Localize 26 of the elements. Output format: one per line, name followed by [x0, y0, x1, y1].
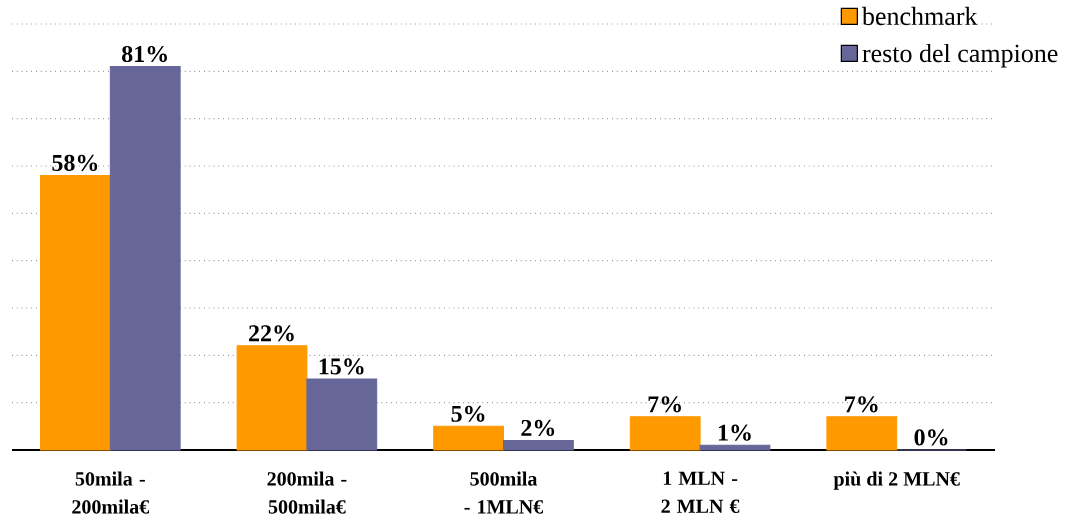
bar	[306, 378, 378, 451]
bar	[826, 416, 898, 451]
data-label: 81%	[121, 45, 167, 63]
bar	[433, 425, 504, 451]
data-label: 22%	[249, 325, 294, 342]
data-label: 7%	[845, 396, 878, 413]
legend-label: benchmark	[861, 6, 978, 26]
data-label: 1%	[718, 424, 751, 441]
x-tick-label: 200mila - 500mila€	[267, 471, 347, 514]
legend-label: resto del campione	[862, 43, 1058, 68]
x-tick-label: 1 MLN - 2 MLN €	[661, 471, 740, 513]
data-label: 2%	[521, 419, 555, 437]
bar	[503, 440, 574, 451]
bar	[236, 345, 308, 451]
data-label: 15%	[319, 358, 364, 375]
x-tick-label: più di 2 MLN€	[833, 471, 960, 490]
data-label: 58%	[52, 154, 98, 172]
data-label: 0%	[914, 429, 948, 446]
bar	[109, 66, 181, 451]
bar	[40, 174, 111, 451]
x-tick-label: 500mila - 1MLN€	[464, 471, 543, 514]
bar	[629, 416, 701, 451]
data-label: 5%	[451, 405, 485, 422]
bar	[699, 444, 771, 451]
x-tick-label: 50mila - 200mila€	[72, 471, 149, 514]
data-label: 7%	[648, 396, 681, 413]
